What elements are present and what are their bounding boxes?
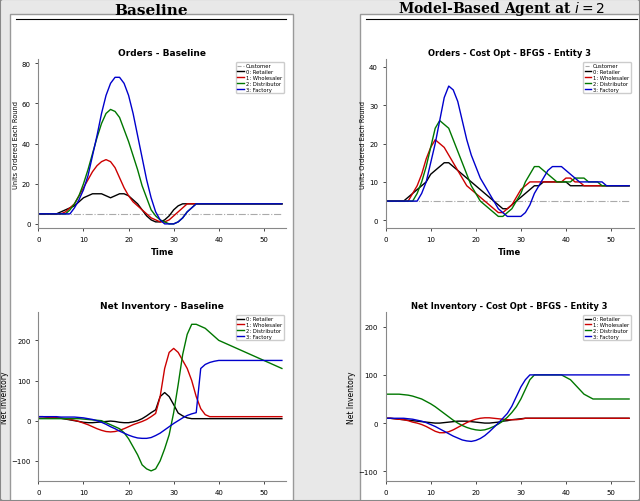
Legend: Customer, 0: Retailer, 1: Wholesaler, 2: Distributor, 3: Factory: Customer, 0: Retailer, 1: Wholesaler, 2:…: [236, 63, 284, 94]
Title: Net Inventory - Cost Opt - BFGS - Entity 3: Net Inventory - Cost Opt - BFGS - Entity…: [412, 302, 608, 311]
Title: Orders - Baseline: Orders - Baseline: [118, 49, 206, 58]
Legend: 0: Retailer, 1: Wholesaler, 2: Distributor, 3: Factory: 0: Retailer, 1: Wholesaler, 2: Distribut…: [583, 315, 631, 341]
Y-axis label: Net Inventory: Net Inventory: [347, 371, 356, 423]
Y-axis label: Units Ordered Each Round: Units Ordered Each Round: [13, 100, 19, 188]
Title: Net Inventory - Baseline: Net Inventory - Baseline: [100, 302, 225, 311]
Text: Baseline: Baseline: [115, 4, 188, 18]
X-axis label: Time: Time: [151, 247, 174, 257]
X-axis label: Time: Time: [151, 500, 174, 501]
X-axis label: Time: Time: [498, 247, 521, 257]
Y-axis label: Net Inventory: Net Inventory: [0, 371, 8, 423]
Y-axis label: Units Ordered Each Round: Units Ordered Each Round: [360, 100, 366, 188]
Legend: Customer, 0: Retailer, 1: Wholesaler, 2: Distributor, 3: Factory: Customer, 0: Retailer, 1: Wholesaler, 2:…: [583, 63, 631, 94]
X-axis label: Time: Time: [498, 500, 521, 501]
Title: Orders - Cost Opt - BFGS - Entity 3: Orders - Cost Opt - BFGS - Entity 3: [428, 49, 591, 58]
Legend: 0: Retailer, 1: Wholesaler, 2: Distributor, 3: Factory: 0: Retailer, 1: Wholesaler, 2: Distribut…: [236, 315, 284, 341]
Text: Model-Based Agent at $i = 2$: Model-Based Agent at $i = 2$: [398, 0, 605, 18]
